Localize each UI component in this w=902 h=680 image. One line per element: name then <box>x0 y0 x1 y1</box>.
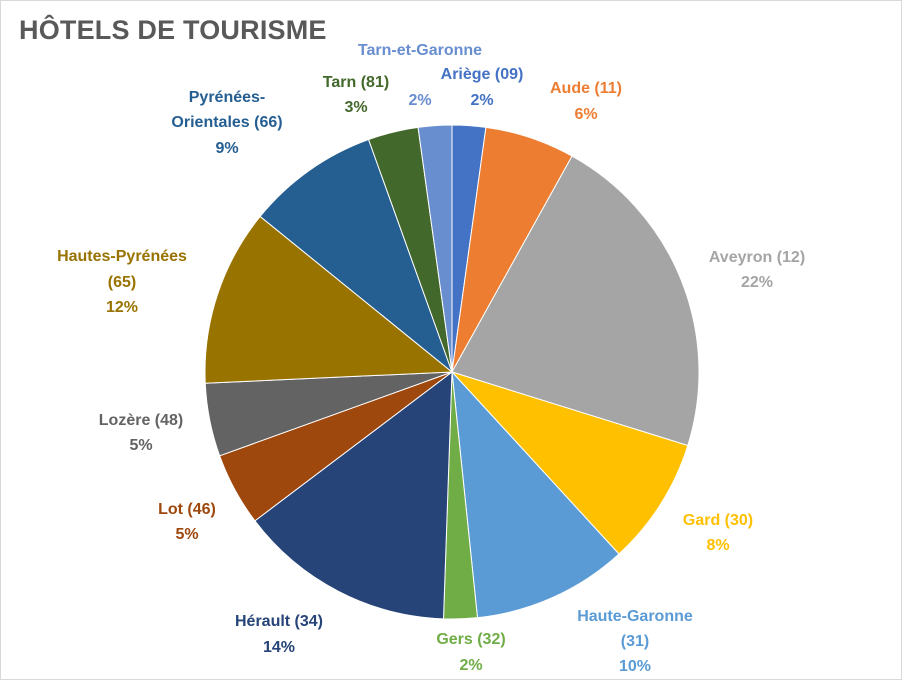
slice-percent-text: 2% <box>408 92 431 109</box>
slice-label-2: Aude (11) 6% <box>550 80 622 123</box>
slice-percent-text: 14% <box>263 639 295 656</box>
slice-labels: Ariège (09) 2% Aude (11) 6% Aveyron (12) 22% G… <box>57 42 805 675</box>
pie-slice-3 <box>451 155 700 447</box>
pie-slice-13 <box>417 124 453 373</box>
slice-label-12: Tarn (81) 3% <box>323 74 389 116</box>
slice-name-text: Aveyron (12) <box>709 249 805 266</box>
pie-slices <box>204 124 700 620</box>
slice-percent-text: 6% <box>574 106 597 123</box>
slice-name-text-line2: (65) <box>108 274 136 291</box>
slice-label-13: Tarn-et-Garonne 2% <box>358 42 482 109</box>
slice-name-text: Aude (11) <box>550 80 622 97</box>
slice-label-8: Lot (46) 5% <box>158 501 216 543</box>
slice-percent-text: 3% <box>344 99 367 116</box>
slice-percent-text: 9% <box>215 140 238 157</box>
slice-name-text-line2: (31) <box>621 633 649 650</box>
slice-percent-text: 5% <box>175 526 198 543</box>
slice-name-text: Gers (32) <box>436 631 505 648</box>
slice-name-text: Tarn (81) <box>323 74 389 91</box>
slice-label-6: Gers (32) 2% <box>436 631 505 674</box>
slice-name-text: Haute-Garonne <box>577 608 693 625</box>
slice-label-9: Lozère (48) 5% <box>99 412 183 454</box>
slice-percent-text: 22% <box>741 274 773 291</box>
slice-name-text: Ariège (09) <box>441 66 524 83</box>
slice-name-text: Lozère (48) <box>99 412 183 429</box>
pie-slice-4 <box>450 370 689 555</box>
slice-label-4: Gard (30) 8% <box>683 512 753 554</box>
slice-label-11: Pyrénées- Orientales (66) 9% <box>171 89 282 157</box>
pie-slice-5 <box>451 370 620 619</box>
slice-name-text: Lot (46) <box>158 501 216 518</box>
pie-slice-10 <box>204 215 454 384</box>
slice-name-text: Pyrénées- <box>189 89 266 106</box>
slice-name-text: Hautes-Pyrénées <box>57 248 187 265</box>
slice-label-3: Aveyron (12) 22% <box>709 249 805 291</box>
slice-percent-text: 2% <box>470 92 493 109</box>
slice-label-10: Hautes-Pyrénées (65) 12% <box>57 248 187 316</box>
slice-percent-text: 8% <box>706 537 729 554</box>
slice-name-text: Hérault (34) <box>235 613 323 630</box>
slice-name-text-line2: Orientales (66) <box>171 114 282 131</box>
slice-percent-text: 12% <box>106 299 138 316</box>
slice-name-text: Tarn-et-Garonne <box>358 42 482 59</box>
slice-name-text: Gard (30) <box>683 512 753 529</box>
slice-percent-text: 5% <box>129 437 152 454</box>
slice-percent-text: 2% <box>459 657 482 674</box>
slice-label-7: Hérault (34) 14% <box>235 613 323 656</box>
chart-title: HÔTELS DE TOURISME <box>19 15 327 45</box>
slice-label-1: Ariège (09) 2% <box>441 66 524 109</box>
slice-label-5: Haute-Garonne (31) 10% <box>577 608 693 675</box>
slice-percent-text: 10% <box>619 658 651 675</box>
pie-slice-7 <box>254 370 453 620</box>
pie-slice-11 <box>259 138 454 374</box>
